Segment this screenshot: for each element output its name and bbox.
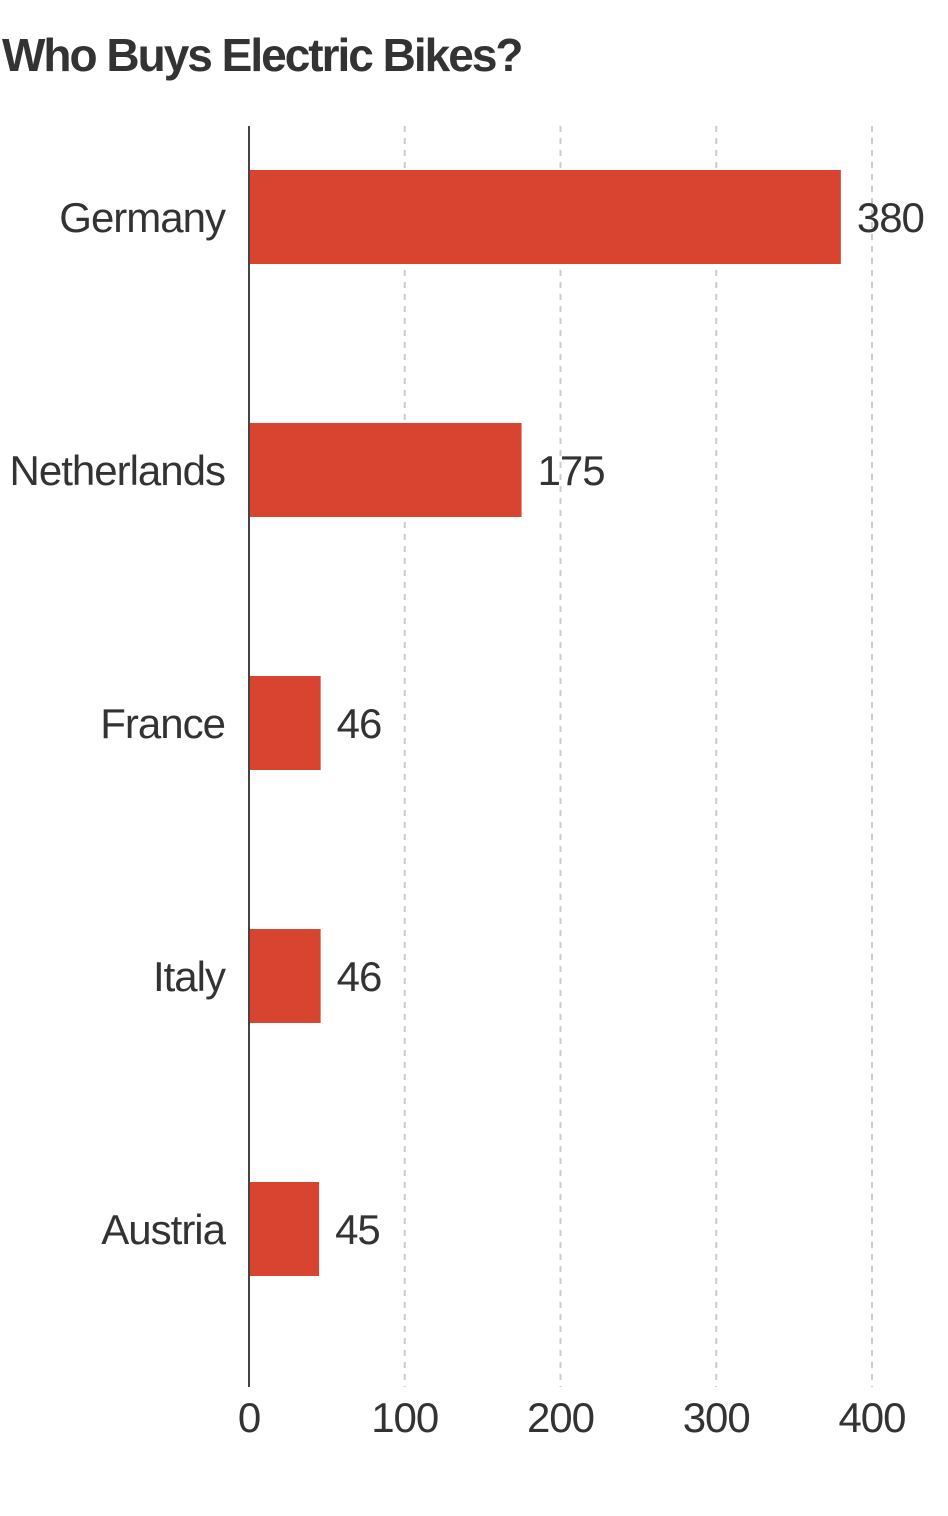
category-label-austria: Austria bbox=[101, 1206, 226, 1253]
value-label-italy: 46 bbox=[337, 953, 382, 1000]
bar-austria bbox=[249, 1182, 320, 1276]
category-label-germany: Germany bbox=[59, 194, 226, 241]
value-label-netherlands: 175 bbox=[538, 447, 605, 494]
category-labels: Germany Netherlands France Italy Austria bbox=[10, 194, 228, 1253]
bar-france bbox=[249, 676, 321, 770]
value-label-austria: 45 bbox=[335, 1206, 380, 1253]
bar-germany bbox=[249, 170, 841, 264]
x-axis-ticks: 0 100 200 300 400 bbox=[238, 1394, 907, 1441]
x-tick-label-200: 200 bbox=[527, 1394, 594, 1441]
bar-italy bbox=[249, 929, 321, 1023]
category-label-netherlands: Netherlands bbox=[10, 447, 225, 494]
value-labels: 380 175 46 46 45 bbox=[335, 194, 925, 1253]
category-label-italy: Italy bbox=[153, 953, 226, 1000]
chart-title: Who Buys Electric Bikes? bbox=[2, 29, 523, 81]
bars bbox=[249, 170, 841, 1276]
x-tick-label-0: 0 bbox=[238, 1394, 260, 1441]
bar-netherlands bbox=[249, 423, 522, 517]
value-label-germany: 380 bbox=[857, 194, 924, 241]
value-label-france: 46 bbox=[337, 700, 382, 747]
x-tick-label-400: 400 bbox=[838, 1394, 905, 1441]
x-tick-label-300: 300 bbox=[683, 1394, 750, 1441]
gridlines bbox=[403, 126, 873, 1387]
category-label-france: France bbox=[100, 700, 225, 747]
x-tick-label-100: 100 bbox=[371, 1394, 438, 1441]
